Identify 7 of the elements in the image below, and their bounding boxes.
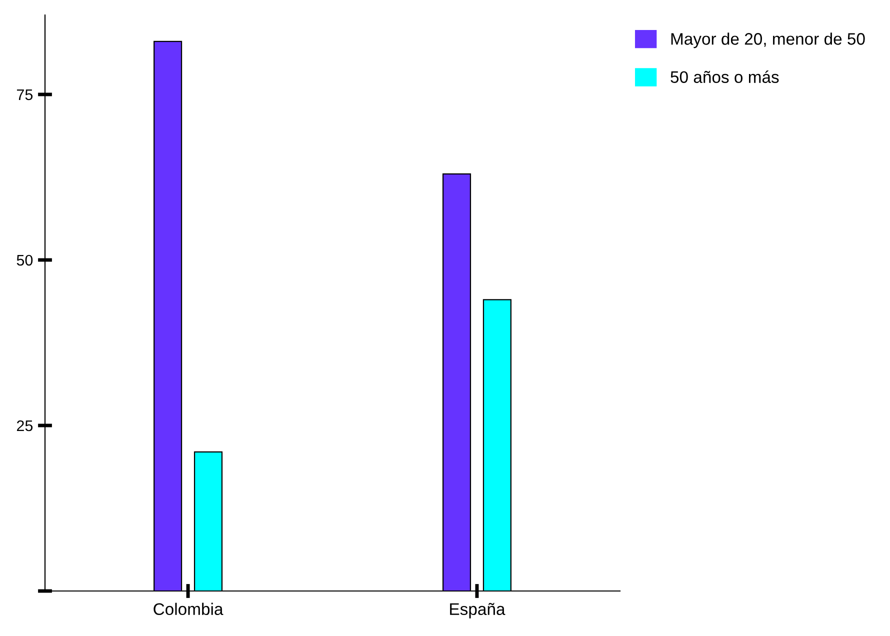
legend-label: 50 años o más <box>670 70 779 83</box>
x-tick-label: Colombia <box>154 602 224 616</box>
y-tick-label: 75 <box>16 89 33 100</box>
x-tick-label: España <box>450 602 506 618</box>
legend-label: Mayor de 20, menor de 50 <box>671 32 865 48</box>
y-tick-label: 50 <box>16 254 33 266</box>
y-tick-label: 25 <box>16 420 33 432</box>
